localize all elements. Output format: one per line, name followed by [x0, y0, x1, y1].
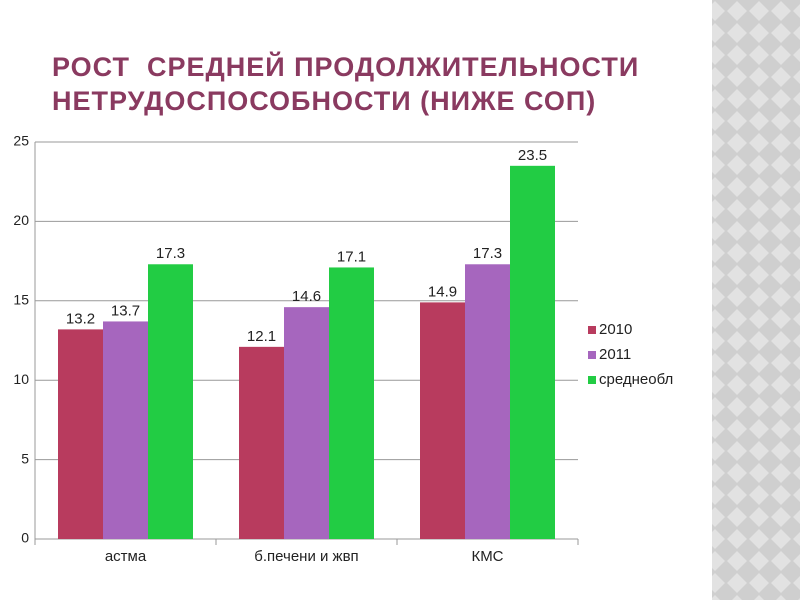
data-label: 14.9: [428, 283, 457, 300]
legend-label: 2011: [599, 346, 631, 363]
legend-label: 2010: [599, 321, 632, 338]
bar: [284, 307, 329, 539]
data-label: 23.5: [518, 147, 547, 164]
bar: [103, 321, 148, 539]
data-label: 14.6: [292, 288, 321, 305]
data-label: 17.3: [156, 245, 185, 262]
bar: [148, 264, 193, 539]
x-tick-label: КМС: [471, 548, 503, 565]
bar: [329, 267, 374, 539]
legend-swatch: [588, 326, 596, 334]
y-tick-label: 25: [13, 133, 29, 149]
data-label: 12.1: [247, 328, 276, 345]
decor-strip: [712, 0, 800, 600]
data-label: 13.7: [111, 302, 140, 319]
data-label: 17.1: [337, 248, 366, 265]
y-tick-label: 10: [13, 371, 29, 387]
data-label: 13.2: [66, 310, 95, 327]
legend-label: среднеобл: [599, 371, 673, 388]
y-tick-label: 15: [13, 292, 29, 308]
x-tick-label: б.печени и жвп: [254, 548, 358, 565]
bar: [510, 165, 555, 539]
bar: [58, 329, 103, 539]
bar: [239, 346, 284, 539]
bar: [465, 264, 510, 539]
y-tick-label: 20: [13, 212, 29, 228]
x-tick-label: астма: [105, 548, 147, 565]
y-tick-label: 5: [21, 450, 29, 466]
legend-swatch: [588, 351, 596, 359]
bar: [420, 302, 465, 539]
y-tick-label: 0: [21, 530, 29, 546]
slide-title: РОСТ СРЕДНЕЙ ПРОДОЛЖИТЕЛЬНОСТИ НЕТРУДОСП…: [52, 52, 648, 116]
legend-swatch: [588, 376, 596, 384]
data-label: 17.3: [473, 245, 502, 262]
